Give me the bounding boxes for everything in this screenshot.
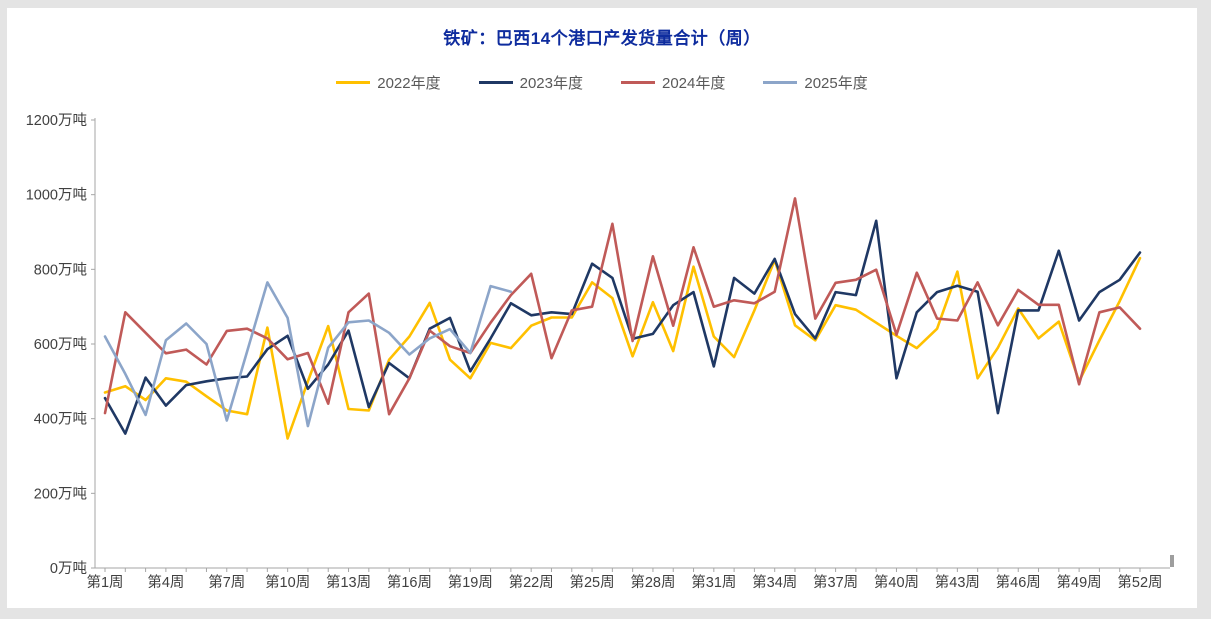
x-axis-label: 第40周	[874, 573, 919, 591]
x-axis-label: 第37周	[813, 573, 858, 591]
y-axis-label: 0万吨	[50, 560, 87, 577]
y-axis-label: 200万吨	[34, 485, 87, 502]
series-line-2022年度[interactable]	[103, 256, 1142, 440]
y-axis-label: 400万吨	[34, 411, 87, 428]
x-axis-label: 第25周	[569, 573, 614, 591]
legend-label: 2024年度	[662, 75, 726, 92]
x-axis-label: 第19周	[448, 573, 493, 591]
line-swatch-icon	[763, 81, 798, 84]
line-swatch-icon	[621, 81, 655, 84]
legend-item-2024[interactable]: 2024年度	[621, 72, 725, 93]
legend-label: 2023年度	[519, 75, 583, 92]
legend-item-2023[interactable]: 2023年度	[478, 72, 583, 93]
x-axis-label: 第28周	[630, 573, 675, 591]
x-axis-label: 第7周	[208, 573, 245, 591]
x-axis-label: 第16周	[387, 573, 432, 591]
chart-legend: 2022年度 2023年度 2024年度 2025年度	[7, 72, 1197, 93]
x-axis-label: 第34周	[752, 573, 797, 591]
y-axis-label: 600万吨	[34, 336, 87, 353]
edge-mark	[1170, 555, 1174, 567]
legend-label: 2022年度	[377, 75, 441, 92]
legend-label: 2025年度	[804, 75, 868, 92]
y-axis-label: 1200万吨	[26, 112, 87, 129]
x-axis-label: 第46周	[996, 573, 1041, 591]
series-line-2024年度[interactable]	[103, 197, 1142, 416]
legend-item-2025[interactable]: 2025年度	[763, 72, 868, 93]
x-axis-label: 第52周	[1117, 573, 1162, 591]
legend-item-2022[interactable]: 2022年度	[336, 72, 441, 93]
x-axis-label: 第10周	[265, 573, 310, 591]
chart-title: 铁矿：巴西14个港口产发货量合计（周）	[443, 29, 761, 48]
x-axis-label: 第4周	[147, 573, 184, 591]
series-line-2025年度[interactable]	[103, 281, 513, 428]
x-axis-label: 第13周	[326, 573, 371, 591]
x-axis-label: 第43周	[935, 573, 980, 591]
line-swatch-icon	[336, 81, 371, 84]
x-axis-label: 第49周	[1057, 573, 1102, 591]
x-axis-label: 第22周	[509, 573, 554, 591]
series-line-2023年度[interactable]	[103, 219, 1142, 435]
y-axis-label: 1000万吨	[26, 187, 87, 204]
x-axis-label: 第31周	[691, 573, 736, 591]
x-axis-label: 第1周	[86, 573, 123, 591]
y-axis-label: 800万吨	[34, 261, 87, 278]
line-swatch-icon	[478, 81, 513, 84]
chart-panel: 铁矿：巴西14个港口产发货量合计（周） 2022年度 2023年度 2024年度…	[7, 8, 1197, 608]
